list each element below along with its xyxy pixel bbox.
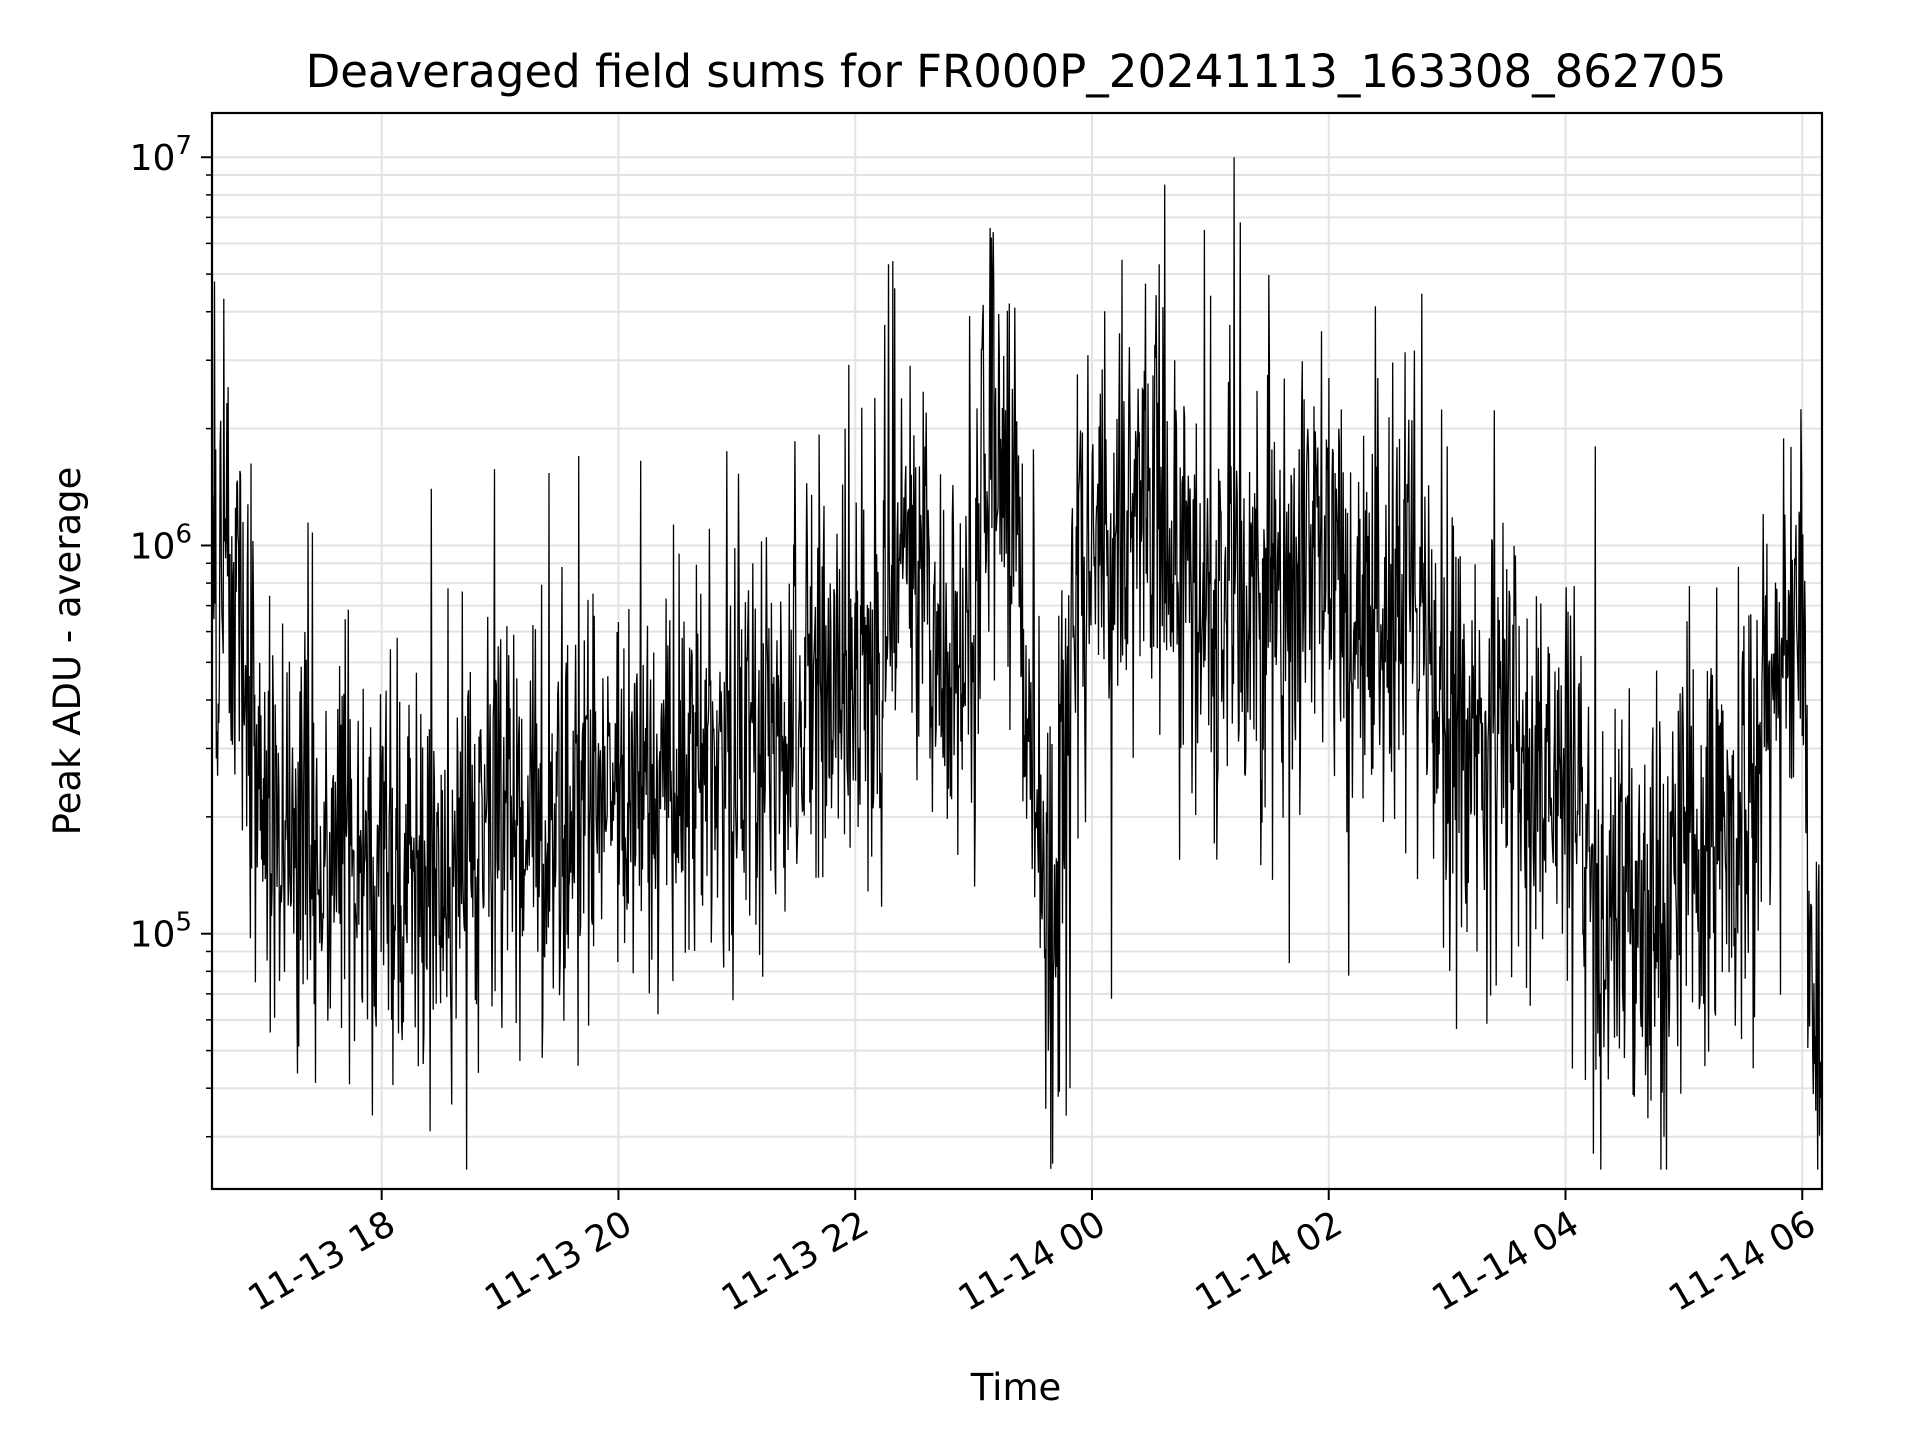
series-line (211, 157, 1823, 1170)
y-tick-label: 106 (130, 519, 192, 567)
x-axis-label: Time (970, 1366, 1062, 1409)
y-axis-label: Peak ADU - average (46, 467, 89, 836)
y-axis: 105 106 107 (130, 131, 212, 1138)
chart-title: Deaveraged field sums for FR000P_2024111… (306, 45, 1727, 98)
y-tick-label: 107 (130, 131, 192, 179)
plot-frame (210, 111, 1824, 1191)
y-tick-label: 105 (130, 908, 192, 956)
data-series (211, 157, 1823, 1170)
